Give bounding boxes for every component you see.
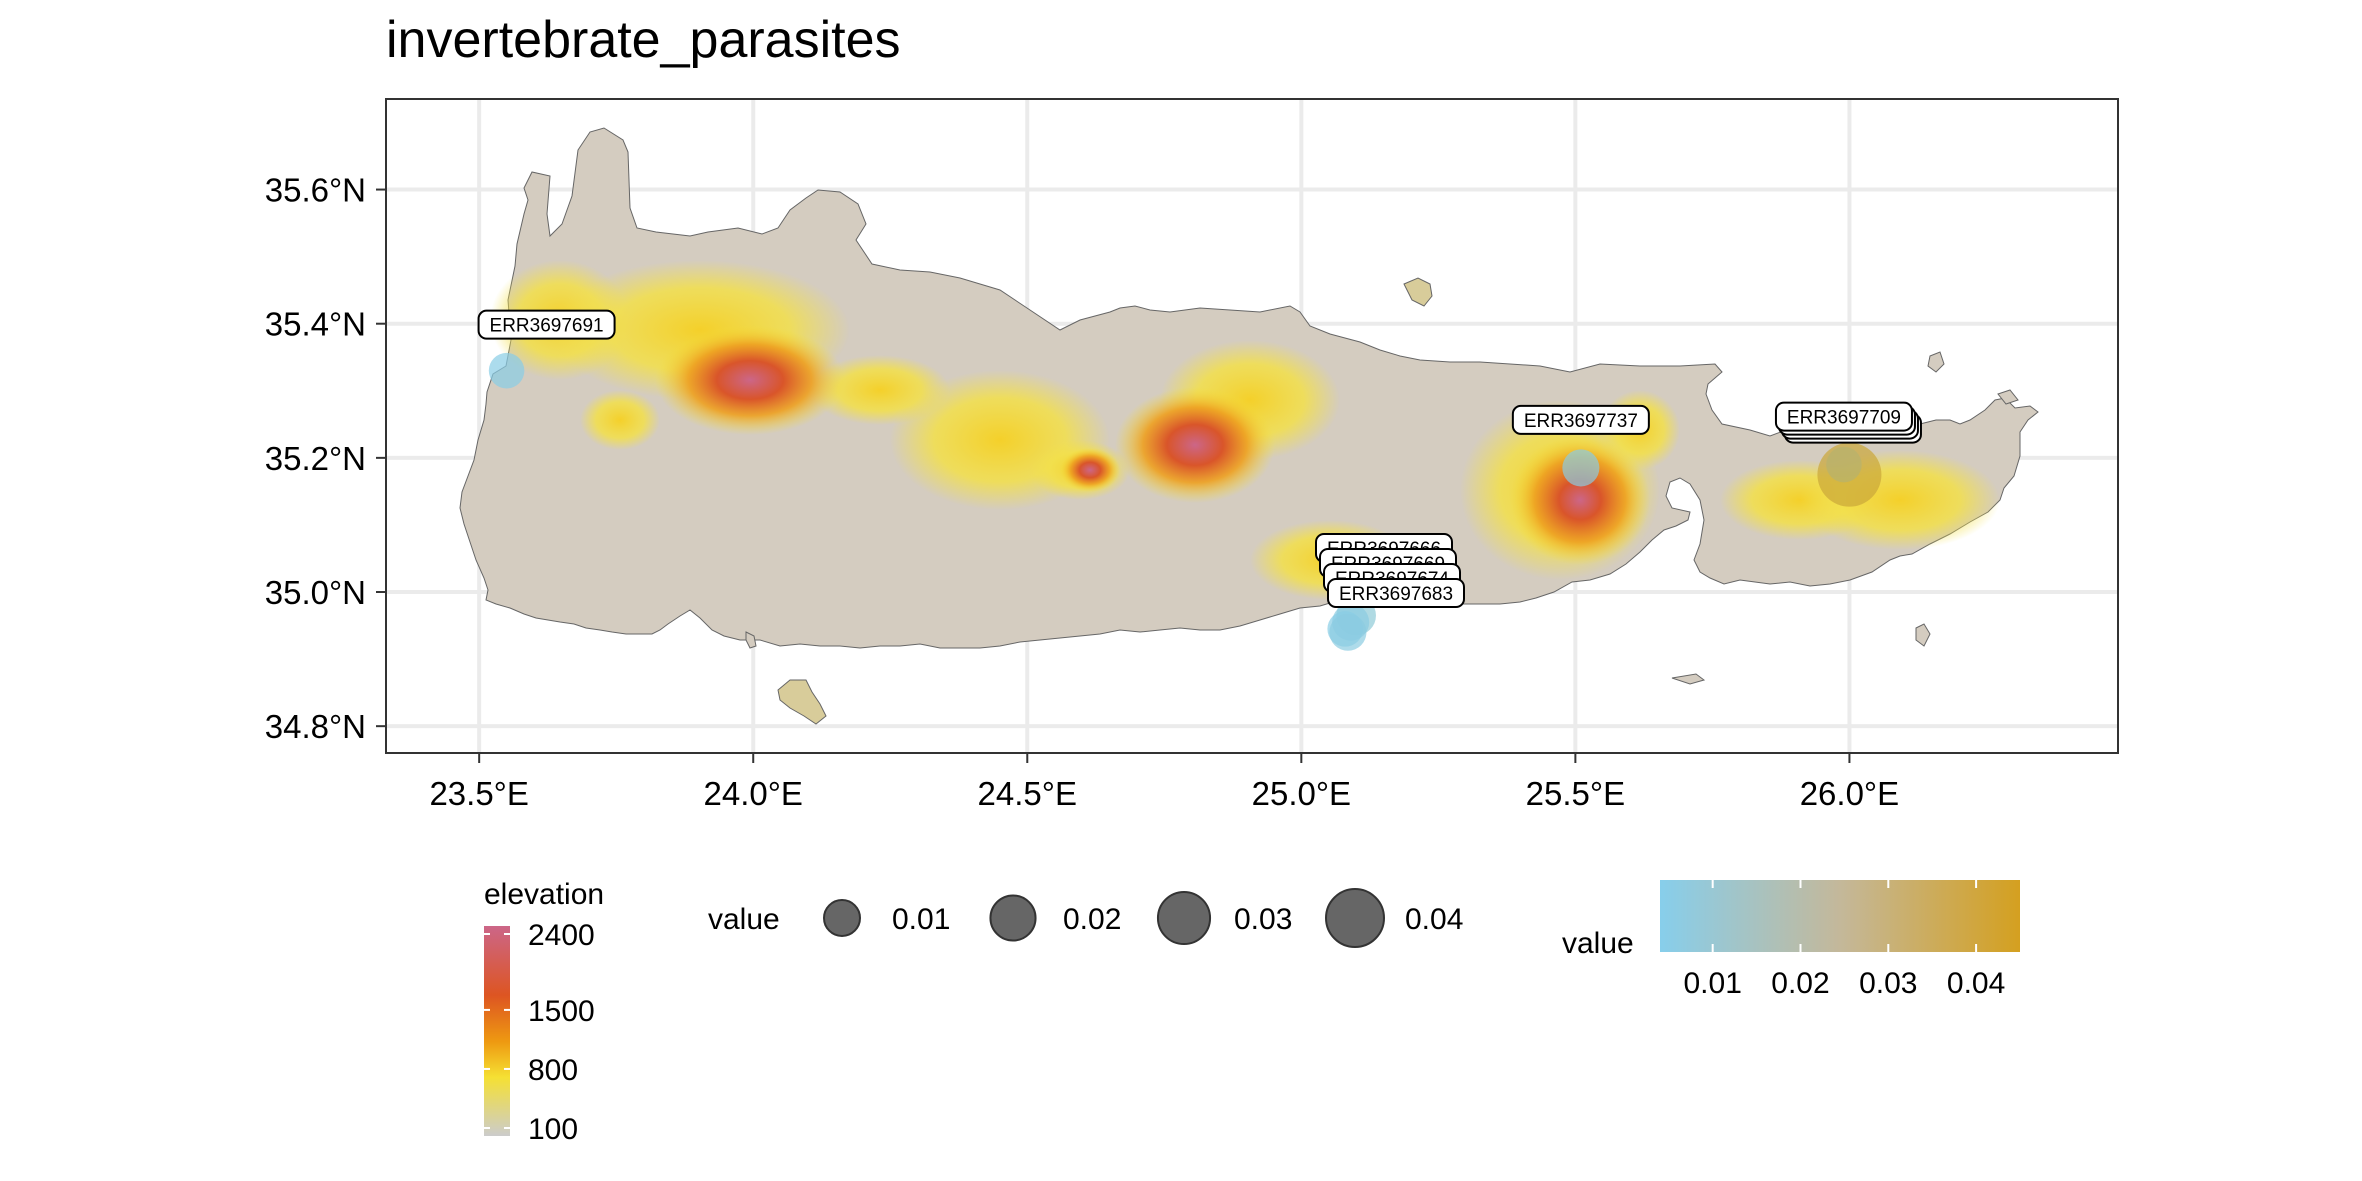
elevation-colorbar [484, 926, 510, 1136]
label-box [477, 309, 616, 340]
islet-2 [1927, 351, 1945, 373]
sample-label: ERR3697709 [1774, 401, 1922, 444]
label-box [1774, 401, 1913, 432]
axes: 23.5°E 24.0°E 24.5°E 25.0°E 25.5°E 26.0°E 34.8… [265, 172, 1899, 812]
sample-point[interactable] [1562, 449, 1600, 487]
elevation-legend: elevation 2400 1500 800 100 [484, 878, 604, 1146]
x-tick-label: 24.0°E [704, 775, 803, 812]
size-key-label: 0.02 [1063, 903, 1121, 936]
label-text: ERR3697691 [490, 316, 604, 337]
x-tick-label: 23.5°E [429, 775, 528, 812]
value-colorbar [1660, 880, 2020, 952]
elevation-tick-label: 1500 [528, 995, 595, 1028]
sample-point[interactable] [1817, 442, 1882, 507]
size-legend-title: value [708, 903, 780, 936]
islet-4 [1671, 673, 1706, 685]
size-key-circle [823, 899, 861, 937]
size-key-label: 0.04 [1405, 903, 1463, 936]
x-tick-label: 24.5°E [978, 775, 1077, 812]
y-tick-label: 35.0°N [265, 574, 366, 611]
sample-label: ERR3697737 [1511, 404, 1650, 435]
relief-peak [655, 325, 845, 435]
label-box [1511, 404, 1650, 435]
label-box [1327, 578, 1465, 608]
crete-landmass [459, 127, 2039, 725]
size-key-label: 0.03 [1234, 903, 1292, 936]
x-tick-label: 26.0°E [1800, 775, 1899, 812]
relief-hill [580, 390, 660, 450]
dia-island [1403, 277, 1433, 307]
label-text: ERR3697737 [1524, 411, 1638, 432]
x-tick-label: 25.0°E [1252, 775, 1351, 812]
size-key-label: 0.01 [892, 903, 950, 936]
size-legend: value 0.01 0.02 0.03 0.04 [708, 888, 1463, 948]
y-tick-label: 35.4°N [265, 306, 366, 343]
color-tick-label: 0.03 [1859, 967, 1917, 1000]
islet-3 [1915, 623, 1931, 647]
sample-point[interactable] [1329, 613, 1367, 651]
y-tick-label: 34.8°N [265, 708, 366, 745]
color-legend-title: value [1562, 927, 1634, 960]
x-tick-label: 25.5°E [1526, 775, 1625, 812]
label-text: ERR3697683 [1339, 584, 1453, 605]
elevation-tick-label: 2400 [528, 919, 595, 952]
size-key-circle [989, 894, 1037, 942]
size-key-circle [1325, 888, 1385, 948]
color-legend: value 0.01 0.02 0.03 0.04 [1562, 880, 2020, 1000]
elevation-tick-label: 100 [528, 1113, 578, 1146]
color-tick-label: 0.04 [1947, 967, 2005, 1000]
gavdos-island [777, 679, 827, 725]
sample-label: ERR3697691 [477, 309, 616, 340]
color-tick-label: 0.02 [1771, 967, 1829, 1000]
y-tick-label: 35.6°N [265, 172, 366, 209]
size-key-circle [1156, 890, 1212, 946]
sample-labels: ERR3697691ERR3697737ERR3697709ERR3697666… [477, 309, 1922, 608]
panel-border [385, 98, 2119, 754]
islet-5 [1997, 389, 2019, 405]
sample-label: ERR3697683 [1327, 578, 1465, 608]
elevation-tick-label: 800 [528, 1054, 578, 1087]
relief-peak [1510, 435, 1650, 565]
relief-peak [1115, 387, 1275, 503]
islet-1 [745, 631, 757, 649]
y-tick-label: 35.2°N [265, 440, 366, 477]
label-text: ERR3697709 [1787, 408, 1901, 429]
color-tick-label: 0.01 [1683, 967, 1741, 1000]
chart-title: invertebrate_parasites [386, 11, 901, 69]
relief-peak [1060, 448, 1120, 492]
elevation-legend-title: elevation [484, 878, 604, 911]
sample-point[interactable] [488, 352, 525, 389]
